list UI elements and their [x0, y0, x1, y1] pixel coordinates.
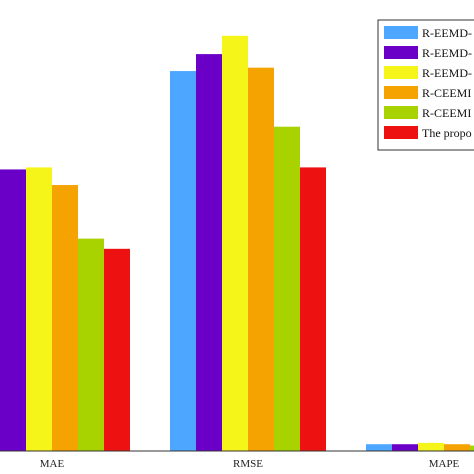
legend-label-1: R-EEMD- [422, 26, 472, 40]
x-axis: MAE RMSE MAPE [0, 450, 474, 470]
legend-swatch-2 [384, 46, 418, 59]
bar-rmse-series-1 [170, 71, 196, 452]
legend-label-5: R-CEEMI [422, 106, 471, 120]
bar-mae-series-5 [78, 238, 104, 451]
bar-rmse-series-5 [274, 126, 300, 452]
bar-mape-series-5 [470, 445, 474, 451]
legend: R-EEMD- R-EEMD- R-EEMD- R-CEEMI R-CEEMI The p… [377, 19, 474, 151]
bar-mape-series-4 [444, 444, 470, 451]
x-tick-label-mape: MAPE [429, 458, 460, 470]
bar-mae-series-3 [26, 167, 52, 451]
bar-mae-series-2 [0, 169, 26, 451]
legend-label-2: R-EEMD- [422, 46, 472, 60]
bar-mae-series-6 [104, 248, 130, 451]
legend-swatch-6 [384, 126, 418, 139]
bar-mae-series-4 [52, 185, 78, 451]
bar-rmse-series-3 [222, 35, 248, 451]
x-tick-label-rmse: RMSE [233, 458, 263, 470]
legend-swatch-3 [384, 66, 418, 79]
legend-swatch-5 [384, 106, 418, 119]
bar-mape-series-1 [366, 444, 392, 451]
legend-swatch-1 [384, 26, 418, 39]
legend-label-4: R-CEEMI [422, 86, 471, 100]
bar-rmse-series-2 [196, 54, 222, 451]
legend-swatch-4 [384, 86, 418, 99]
bar-rmse-series-6 [300, 167, 326, 451]
bar-rmse-series-4 [248, 67, 274, 452]
legend-label-3: R-EEMD- [422, 66, 472, 80]
bars-group [0, 35, 474, 452]
x-tick-label-mae: MAE [40, 458, 65, 470]
legend-label-6: The propo [422, 126, 472, 140]
bar-mape-series-2 [392, 444, 418, 451]
bar-mape-series-3 [418, 442, 444, 451]
